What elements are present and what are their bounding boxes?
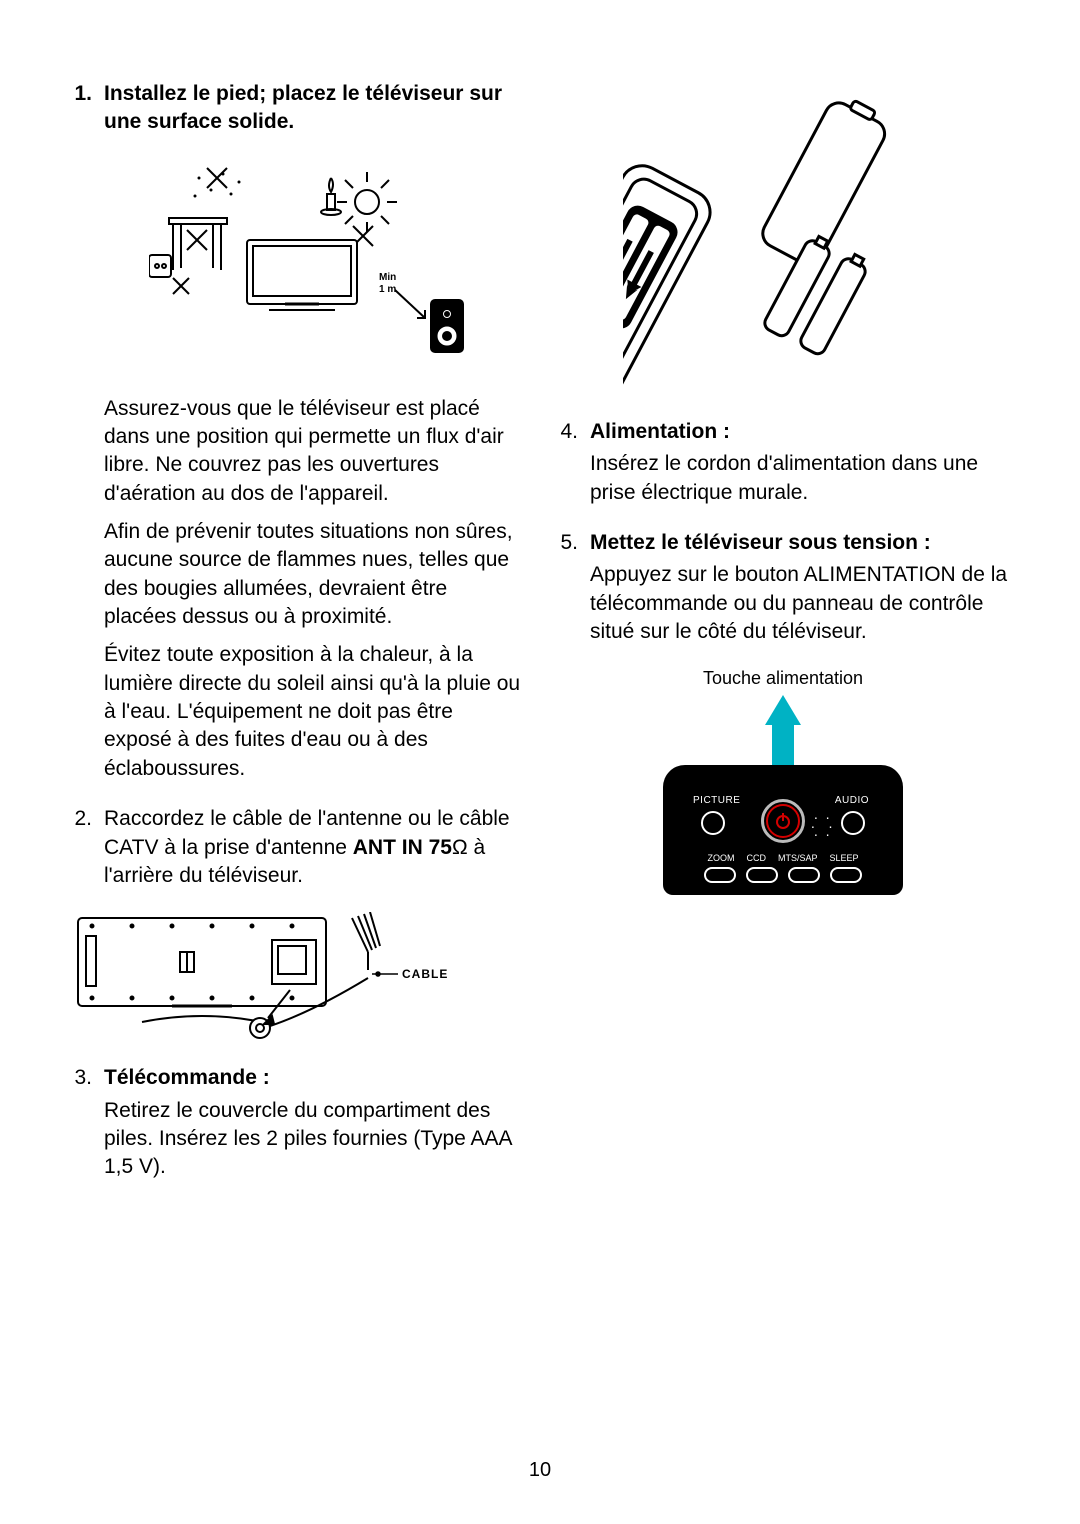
picture-button-icon [701, 811, 725, 835]
step-2-text: Raccordez le câble de l'antenne ou le câ… [104, 805, 522, 890]
figure-remote-batteries [623, 88, 943, 398]
label-zoom: ZOOM [707, 853, 734, 863]
step-1-title: Installez le pied; placez le téléviseur … [104, 80, 522, 137]
remote-top-panel: PICTURE AUDIO ∙ ∙∙ ∙∙ ∙ ZOOM CCD MTS/SAP… [663, 765, 903, 895]
sleep-button-icon [830, 867, 862, 883]
omega-symbol: Ω [452, 836, 468, 859]
audio-button-icon [841, 811, 865, 835]
step-3-title: Télécommande : [104, 1064, 522, 1092]
mts-button-icon [788, 867, 820, 883]
step-2: 2. Raccordez le câble de l'antenne ou le… [72, 805, 522, 900]
step-1: 1. Installez le pied; placez le télévise… [72, 80, 522, 793]
step-4-title: Alimentation : [590, 418, 1008, 446]
label-audio: AUDIO [835, 795, 869, 806]
step-number-3: 3. [72, 1064, 104, 1191]
label-ccd: CCD [746, 853, 766, 863]
arrow-up-icon [765, 695, 801, 725]
step-4: 4. Alimentation : Insérez le cordon d'al… [558, 418, 1008, 517]
step-5-text: Appuyez sur le bouton ALIMENTATION de la… [590, 561, 1008, 646]
fig1-min-value: 1 m [379, 284, 396, 295]
step-2-bold: ANT IN 75 [353, 836, 452, 859]
step-number-4: 4. [558, 418, 590, 517]
step-4-text: Insérez le cordon d'alimentation dans un… [590, 450, 1008, 507]
power-button-icon [761, 799, 805, 843]
fig1-min-label: Min [379, 272, 396, 283]
step-3: 3. Télécommande : Retirez le couvercle d… [72, 1064, 522, 1191]
step-1-para-2: Afin de prévenir toutes situations non s… [104, 518, 522, 631]
step-3-text: Retirez le couvercle du compartiment des… [104, 1097, 522, 1182]
fig2-cable-label: CABLE [402, 967, 448, 981]
left-column: 1. Installez le pied; placez le télévise… [72, 80, 522, 1204]
step-5-title: Mettez le téléviseur sous tension : [590, 529, 1008, 557]
label-sleep: SLEEP [829, 853, 858, 863]
label-mts: MTS/SAP [778, 853, 818, 863]
figure-placement-warnings: Min 1 m [148, 159, 468, 359]
right-column: 4. Alimentation : Insérez le cordon d'al… [558, 80, 1008, 1204]
step-1-para-1: Assurez-vous que le téléviseur est placé… [104, 395, 522, 508]
ccd-button-icon [746, 867, 778, 883]
label-picture: PICTURE [693, 795, 740, 806]
figure-power-button: Touche alimentation PICTURE AUDIO ∙ ∙∙ ∙… [643, 668, 923, 888]
step-1-para-3: Évitez toute exposition à la chaleur, à … [104, 641, 522, 783]
zoom-button-icon [704, 867, 736, 883]
page-number: 10 [0, 1459, 1080, 1482]
two-column-layout: 1. Installez le pied; placez le télévise… [72, 80, 1008, 1204]
figure-antenna-connection: CABLE [72, 912, 452, 1042]
fig4-caption: Touche alimentation [643, 668, 923, 689]
step-number-5: 5. [558, 529, 590, 656]
arrow-stem [772, 723, 794, 765]
ir-dots-icon: ∙ ∙∙ ∙∙ ∙ [811, 813, 835, 838]
step-number-1: 1. [72, 80, 104, 793]
step-5: 5. Mettez le téléviseur sous tension : A… [558, 529, 1008, 656]
step-number-2: 2. [72, 805, 104, 900]
